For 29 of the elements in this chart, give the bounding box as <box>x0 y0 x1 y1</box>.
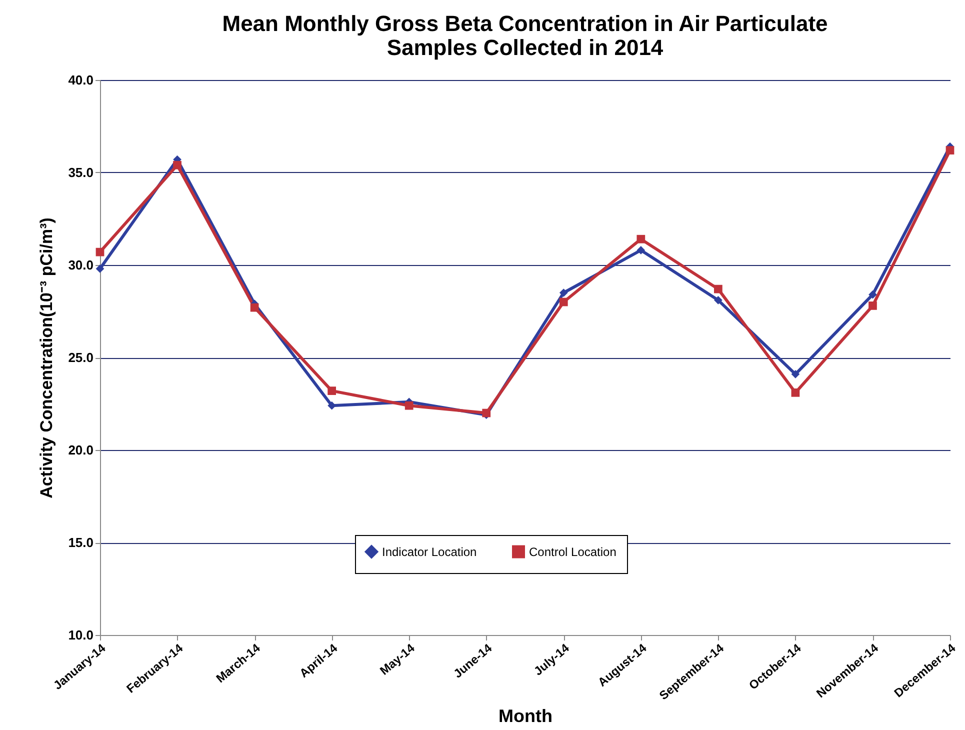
y-tick-label: 40.0 <box>68 72 94 88</box>
y-tick-label: 30.0 <box>68 258 94 272</box>
point <box>96 264 104 273</box>
legend-label: Control Location <box>529 544 616 559</box>
point <box>328 386 336 395</box>
point <box>714 284 722 294</box>
point <box>714 296 722 304</box>
point <box>404 401 414 410</box>
point <box>96 248 104 256</box>
point <box>791 388 800 397</box>
point <box>868 302 877 310</box>
chart-title: Mean Monthly Gross Beta Concentration in Air Particulate Samples Collected in 2014 <box>222 11 828 60</box>
point <box>559 288 568 297</box>
point <box>173 160 182 170</box>
point <box>559 298 568 306</box>
y-tick-label: 20.0 <box>68 442 94 458</box>
y-tick-label: 35.0 <box>68 165 94 180</box>
y-tick-label: 15.0 <box>68 535 94 550</box>
legend-label: Indicator Location <box>382 544 477 559</box>
y-axis-title: Activity Concentration(10⁻³ pCi/m³) <box>37 218 56 498</box>
y-tick-label: 10.0 <box>68 628 94 642</box>
y-tick-label: 25.0 <box>68 350 94 365</box>
point <box>636 234 646 244</box>
x-axis-title: Month <box>498 706 552 726</box>
point <box>636 246 646 254</box>
point <box>791 370 800 378</box>
point <box>250 303 259 312</box>
point <box>868 290 877 299</box>
point <box>946 146 954 154</box>
